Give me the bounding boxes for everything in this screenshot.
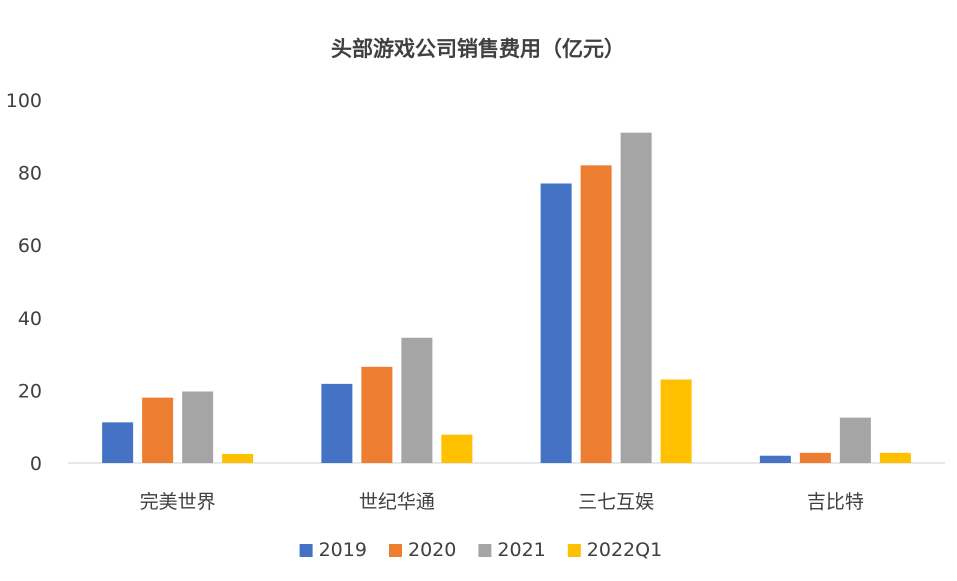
y-tick-label: 100 <box>6 90 42 112</box>
bar-2022Q1-2 <box>660 379 692 463</box>
bar-2022Q1-0 <box>222 453 254 463</box>
x-tick-label: 完美世界 <box>140 491 216 513</box>
chart-title: 头部游戏公司销售费用（亿元） <box>331 37 625 61</box>
legend-swatch-2020 <box>389 544 402 557</box>
x-tick-label: 世纪华通 <box>359 491 435 513</box>
x-tick-label: 吉比特 <box>807 491 864 513</box>
bars <box>102 132 911 464</box>
y-tick-label: 20 <box>18 380 42 402</box>
bar-2022Q1-1 <box>441 434 473 463</box>
bar-2021-0 <box>182 391 214 463</box>
y-tick-label: 80 <box>18 163 42 185</box>
legend-swatch-2022Q1 <box>567 544 581 557</box>
bar-2019-1 <box>321 383 353 463</box>
legend-label-2019: 2019 <box>319 539 367 561</box>
bar-2019-3 <box>759 455 791 463</box>
y-tick-label: 40 <box>18 308 42 330</box>
x-tick-label: 三七互娱 <box>578 491 654 513</box>
bar-2020-2 <box>580 165 612 463</box>
bar-2019-2 <box>540 183 572 464</box>
bar-2020-3 <box>799 452 831 463</box>
legend-label-2021: 2021 <box>497 539 545 561</box>
y-axis: 0 20 40 60 80 100 <box>6 90 42 475</box>
bar-2021-3 <box>839 417 871 463</box>
legend-swatch-2021 <box>478 544 492 557</box>
x-axis: 完美世界 世纪华通 三七互娱 吉比特 <box>140 491 864 513</box>
bar-2021-2 <box>620 132 652 464</box>
y-tick-label: 60 <box>18 235 42 257</box>
legend-swatch-2019 <box>299 544 313 557</box>
bar-2019-0 <box>102 422 134 463</box>
bar-2020-0 <box>142 397 174 463</box>
bar-2020-1 <box>361 366 393 463</box>
legend-label-2022Q1: 2022Q1 <box>587 539 662 561</box>
bar-2022Q1-3 <box>879 452 911 463</box>
legend: 2019 2020 2021 2022Q1 <box>299 539 662 561</box>
legend-label-2020: 2020 <box>408 539 456 561</box>
bar-2021-1 <box>401 337 433 463</box>
y-tick-label: 0 <box>30 453 42 475</box>
